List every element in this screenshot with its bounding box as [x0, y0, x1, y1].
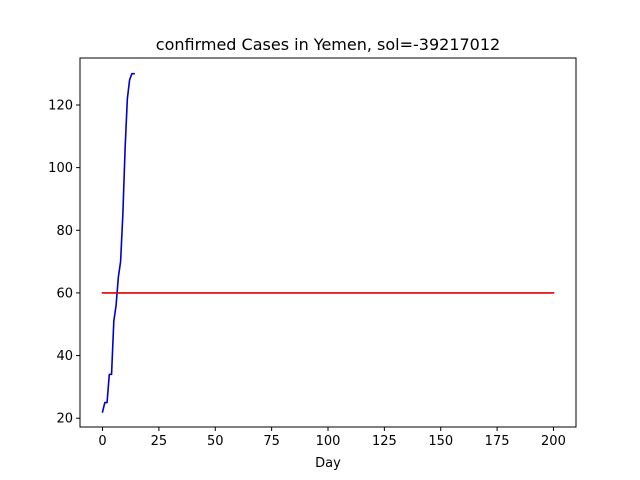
- x-tick-label-25: 25: [151, 434, 168, 449]
- y-tick-label-120: 120: [48, 98, 73, 113]
- x-tick-label-50: 50: [207, 434, 224, 449]
- x-tick-label-75: 75: [263, 434, 280, 449]
- x-tick-label-0: 0: [98, 434, 106, 449]
- x-tick-label-100: 100: [316, 434, 341, 449]
- x-axis-label: Day: [315, 456, 341, 471]
- plot-area: 0 25 50 75 100 125 150 175 200 20 40 60 80 100 120: [48, 57, 577, 449]
- y-tick-label-40: 40: [56, 349, 73, 364]
- y-tick-label-80: 80: [56, 224, 73, 239]
- x-tick-label-200: 200: [541, 434, 566, 449]
- y-tick-label-60: 60: [56, 286, 73, 301]
- x-tick-label-175: 175: [485, 434, 510, 449]
- y-tick-label-20: 20: [56, 412, 73, 427]
- chart-title: confirmed Cases in Yemen, sol=-39217012: [156, 35, 500, 54]
- x-tick-label-150: 150: [428, 434, 453, 449]
- y-tick-label-100: 100: [48, 161, 73, 176]
- x-tick-label-125: 125: [372, 434, 397, 449]
- series-line-1: [101, 72, 135, 413]
